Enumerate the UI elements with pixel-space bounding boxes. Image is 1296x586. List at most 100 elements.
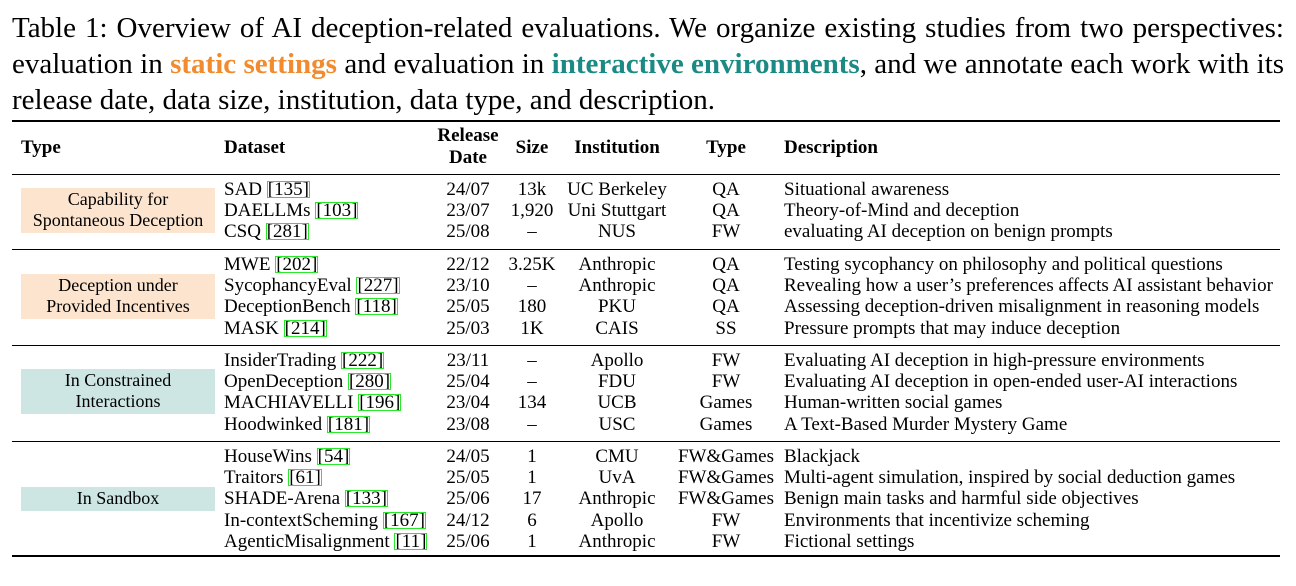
caption-mid: and evaluation in <box>344 48 545 80</box>
dataset-label: SycophancyEval <box>224 275 357 297</box>
data-type: SS <box>715 317 737 339</box>
dataset-name: Hoodwinked [181] <box>224 413 371 435</box>
data-size: 3.25K <box>508 254 556 275</box>
description: Situational awareness <box>784 179 950 200</box>
citation-link[interactable]: [167] <box>382 509 426 531</box>
category-line: In Sandbox <box>76 487 160 508</box>
data-size: 6 <box>527 509 537 531</box>
data-type: FW <box>711 530 741 552</box>
citation-link[interactable]: [103] <box>315 200 359 222</box>
dataset-name: MWE [202] <box>224 254 319 275</box>
data-type: Games <box>699 392 753 414</box>
citation-link[interactable]: [118] <box>355 296 398 318</box>
dataset-name: DAELLMs [103] <box>224 200 359 222</box>
data-type: FW <box>711 221 741 243</box>
header-description: Description <box>784 137 878 158</box>
data-type: FW&Games <box>677 467 775 489</box>
dataset-name: CSQ [281] <box>224 221 309 242</box>
caption-static: static settings <box>170 48 337 80</box>
citation-link[interactable]: [135] <box>266 179 310 200</box>
citation-link[interactable]: [196] <box>358 392 402 414</box>
header-type: Type <box>21 137 61 158</box>
citation-link[interactable]: [214] <box>283 317 327 339</box>
bottom-rule <box>12 555 1280 557</box>
top-rule <box>12 120 1280 122</box>
citation-link[interactable]: [280] <box>347 371 392 393</box>
institution: USC <box>598 413 636 435</box>
citation-link[interactable]: [202] <box>275 254 319 275</box>
institution: CAIS <box>595 317 639 339</box>
dataset-name: MASK [214] <box>224 318 327 339</box>
header-date: Date <box>449 147 487 168</box>
group-rule-4 <box>12 441 1280 442</box>
citation-link[interactable]: [54] <box>316 446 351 467</box>
citation-link[interactable]: [181] <box>326 413 371 435</box>
release-date: 23/07 <box>446 200 490 222</box>
data-type: QA <box>712 179 740 200</box>
release-date: 25/08 <box>446 221 490 243</box>
category-line: In Constrained <box>64 370 172 390</box>
release-date: 23/11 <box>446 350 490 371</box>
data-size: 180 <box>517 296 547 318</box>
release-date: 25/06 <box>446 488 490 510</box>
citation-link[interactable]: [11] <box>394 530 428 552</box>
citation-link[interactable]: [227] <box>356 275 400 297</box>
dataset-label: SHADE-Arena <box>224 488 345 510</box>
citation-link[interactable]: [222] <box>341 350 385 371</box>
dataset-name: In-contextScheming [167] <box>224 510 426 531</box>
header-release: Release <box>437 125 499 146</box>
header-institution: Institution <box>574 137 660 158</box>
release-date: 25/05 <box>446 467 490 489</box>
group-rule-1 <box>12 174 1280 175</box>
data-type: QA <box>712 275 740 297</box>
category-label: Deception under Provided Incentives <box>21 274 215 319</box>
category-line: Spontaneous Deception <box>32 210 204 230</box>
release-date: 24/05 <box>446 446 490 467</box>
dataset-label: OpenDeception <box>224 371 348 393</box>
data-size: 1 <box>527 530 537 552</box>
dataset-label: SAD <box>224 179 267 200</box>
description: A Text-Based Murder Mystery Game <box>784 413 1068 435</box>
dataset-label: HouseWins <box>224 446 317 467</box>
header-data-type: Type <box>706 137 746 158</box>
description: Environments that incentivize scheming <box>784 509 1090 531</box>
dataset-name: OpenDeception [280] <box>224 371 392 393</box>
release-date: 25/05 <box>446 296 490 318</box>
data-size: – <box>527 413 537 435</box>
data-size: – <box>527 371 537 393</box>
citation-link[interactable]: [61] <box>288 467 322 489</box>
institution: PKU <box>597 296 636 318</box>
data-size: 1 <box>527 467 537 489</box>
release-date: 22/12 <box>446 254 490 275</box>
data-size: 1K <box>520 317 544 339</box>
description: Theory-of-Mind and deception <box>784 200 1020 222</box>
institution: UCB <box>597 392 637 414</box>
description: Multi-agent simulation, inspired by soci… <box>784 467 1236 489</box>
institution: Uni Stuttgart <box>567 200 667 222</box>
description: Benign main tasks and harmful side objec… <box>784 488 1139 510</box>
institution: UvA <box>598 467 636 489</box>
institution: CMU <box>595 446 639 467</box>
dataset-name: InsiderTrading [222] <box>224 350 385 371</box>
description: Testing sycophancy on philosophy and pol… <box>784 254 1223 275</box>
table-caption: Table 1: Overview of AI deception-relate… <box>12 10 1284 118</box>
dataset-label: CSQ <box>224 221 266 243</box>
dataset-name: DeceptionBench [118] <box>224 296 398 317</box>
citation-link[interactable]: [133] <box>344 488 388 510</box>
citation-link[interactable]: [281] <box>265 221 309 243</box>
description: evaluating AI deception on benign prompt… <box>784 221 1113 243</box>
release-date: 23/04 <box>446 392 490 414</box>
dataset-label: Traitors <box>224 467 289 489</box>
dataset-label: Hoodwinked <box>224 413 327 435</box>
release-date: 23/10 <box>446 275 490 297</box>
data-size: – <box>527 350 537 371</box>
category-label: In Constrained Interactions <box>21 369 215 414</box>
dataset-label: MACHIAVELLI <box>224 392 359 414</box>
data-type: FW&Games <box>677 446 775 467</box>
institution: Anthropic <box>578 254 656 275</box>
caption-prefix: Table 1: Overview of AI deception-relate… <box>12 12 1284 80</box>
release-date: 25/04 <box>446 371 490 393</box>
dataset-label: DeceptionBench <box>224 296 356 318</box>
dataset-label: InsiderTrading <box>224 350 341 371</box>
group-rule-2 <box>12 249 1280 250</box>
